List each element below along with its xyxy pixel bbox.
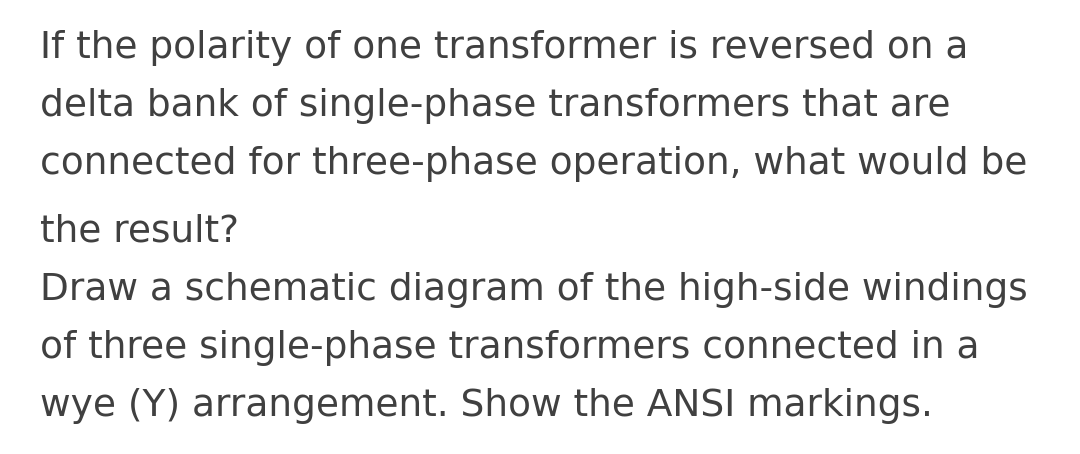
Text: If the polarity of one transformer is reversed on a: If the polarity of one transformer is re… (40, 30, 969, 66)
Text: Draw a schematic diagram of the high-side windings: Draw a schematic diagram of the high-sid… (40, 272, 1028, 308)
Text: wye (Y) arrangement. Show the ANSI markings.: wye (Y) arrangement. Show the ANSI marki… (40, 388, 933, 424)
Text: delta bank of single-phase transformers that are: delta bank of single-phase transformers … (40, 88, 950, 124)
Text: of three single-phase transformers connected in a: of three single-phase transformers conne… (40, 330, 980, 366)
Text: connected for three-phase operation, what would be: connected for three-phase operation, wha… (40, 146, 1027, 182)
Text: the result?: the result? (40, 214, 239, 250)
